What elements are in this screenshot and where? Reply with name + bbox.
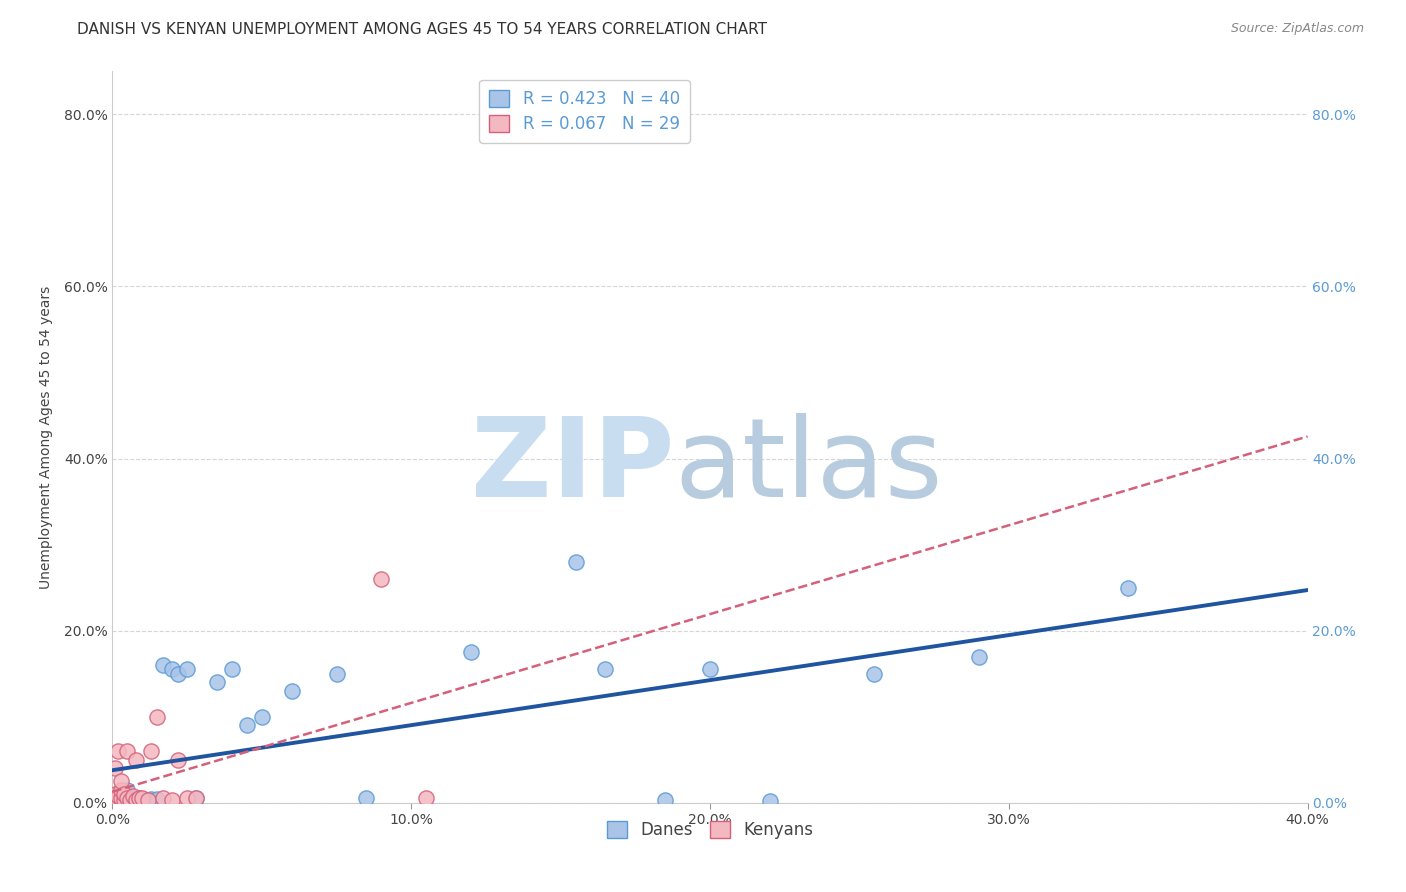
Point — [114, 787, 135, 801]
Point — [1118, 581, 1140, 595]
Point — [104, 789, 127, 803]
Point — [146, 792, 169, 806]
Point — [152, 791, 174, 805]
Point — [186, 791, 208, 805]
Point — [162, 662, 183, 676]
Point — [162, 793, 183, 807]
Point — [146, 710, 169, 724]
Point — [134, 793, 156, 807]
Point — [654, 793, 676, 807]
Point — [564, 555, 586, 569]
Point — [221, 662, 243, 676]
Point — [110, 783, 132, 797]
Text: Source: ZipAtlas.com: Source: ZipAtlas.com — [1230, 22, 1364, 36]
Text: ZIP: ZIP — [471, 413, 675, 520]
Point — [128, 791, 150, 805]
Point — [152, 658, 174, 673]
Point — [236, 718, 259, 732]
Point — [131, 792, 153, 806]
Point — [110, 774, 132, 789]
Point — [356, 791, 378, 805]
Point — [107, 744, 129, 758]
Point — [167, 666, 190, 681]
Point — [415, 791, 437, 805]
Legend: Danes, Kenyans: Danes, Kenyans — [600, 814, 820, 846]
Point — [125, 793, 148, 807]
Point — [117, 789, 139, 804]
Point — [131, 791, 153, 805]
Point — [107, 793, 129, 807]
Point — [863, 666, 886, 681]
Point — [122, 789, 145, 803]
Point — [595, 662, 617, 676]
Point — [122, 790, 145, 805]
Point — [138, 793, 160, 807]
Point — [107, 787, 129, 801]
Point — [107, 793, 129, 807]
Point — [120, 793, 142, 807]
Point — [114, 789, 135, 803]
Point — [167, 753, 190, 767]
Point — [110, 785, 132, 799]
Point — [107, 789, 129, 803]
Point — [120, 792, 142, 806]
Point — [110, 791, 132, 805]
Point — [141, 792, 163, 806]
Point — [125, 793, 148, 807]
Point — [186, 791, 208, 805]
Point — [114, 792, 135, 806]
Point — [176, 662, 198, 676]
Point — [967, 649, 990, 664]
Point — [699, 662, 721, 676]
Point — [250, 710, 273, 724]
Point — [117, 793, 139, 807]
Point — [325, 666, 347, 681]
Text: atlas: atlas — [675, 413, 942, 520]
Point — [370, 572, 392, 586]
Point — [104, 791, 127, 805]
Point — [281, 684, 304, 698]
Point — [125, 753, 148, 767]
Point — [141, 744, 163, 758]
Point — [117, 744, 139, 758]
Point — [117, 791, 139, 805]
Point — [104, 761, 127, 775]
Point — [117, 783, 139, 797]
Point — [114, 793, 135, 807]
Y-axis label: Unemployment Among Ages 45 to 54 years: Unemployment Among Ages 45 to 54 years — [38, 285, 52, 589]
Point — [759, 794, 782, 808]
Point — [110, 791, 132, 805]
Text: DANISH VS KENYAN UNEMPLOYMENT AMONG AGES 45 TO 54 YEARS CORRELATION CHART: DANISH VS KENYAN UNEMPLOYMENT AMONG AGES… — [77, 22, 768, 37]
Point — [460, 645, 482, 659]
Point — [104, 791, 127, 805]
Point — [128, 791, 150, 805]
Point — [176, 791, 198, 805]
Point — [104, 787, 127, 801]
Point — [205, 675, 228, 690]
